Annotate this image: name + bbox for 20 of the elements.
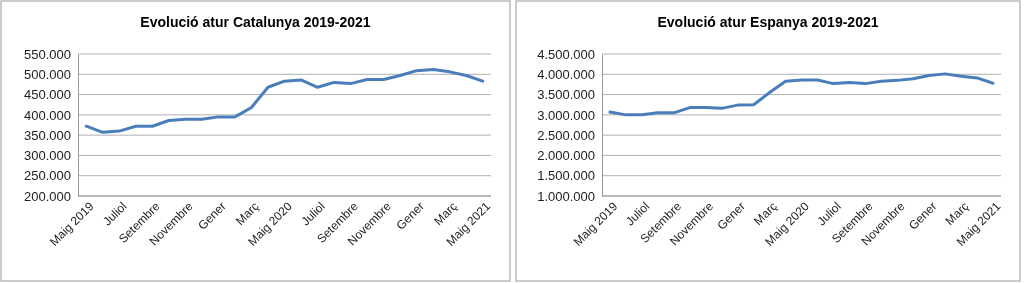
chart-title: Evolució atur Espanya 2019-2021 [657,14,879,30]
chart-title: Evolució atur Catalunya 2019-2021 [140,14,371,30]
y-tick-label: 1.500.000 [537,168,595,184]
y-tick-label: 4.500.000 [537,46,595,62]
y-tick-label: 500.000 [24,66,71,82]
y-tick-label: 550.000 [24,46,71,62]
y-tick-label: 4.000.000 [537,66,595,82]
y-tick-label: 250.000 [24,168,71,184]
y-tick-label: 400.000 [24,107,71,123]
line-series [84,67,485,134]
y-tick-label: 200.000 [24,188,71,204]
y-tick-label: 2.000.000 [537,148,595,164]
y-tick-label: 450.000 [24,87,71,103]
y-tick-label: 300.000 [24,148,71,164]
y-tick-label: 1.000.000 [537,188,595,204]
y-tick-label: 3.500.000 [537,87,595,103]
y-tick-label: 350.000 [24,127,71,143]
line-series [608,72,995,117]
y-tick-label: 3.000.000 [537,107,595,123]
y-tick-label: 2.500.000 [537,127,595,143]
